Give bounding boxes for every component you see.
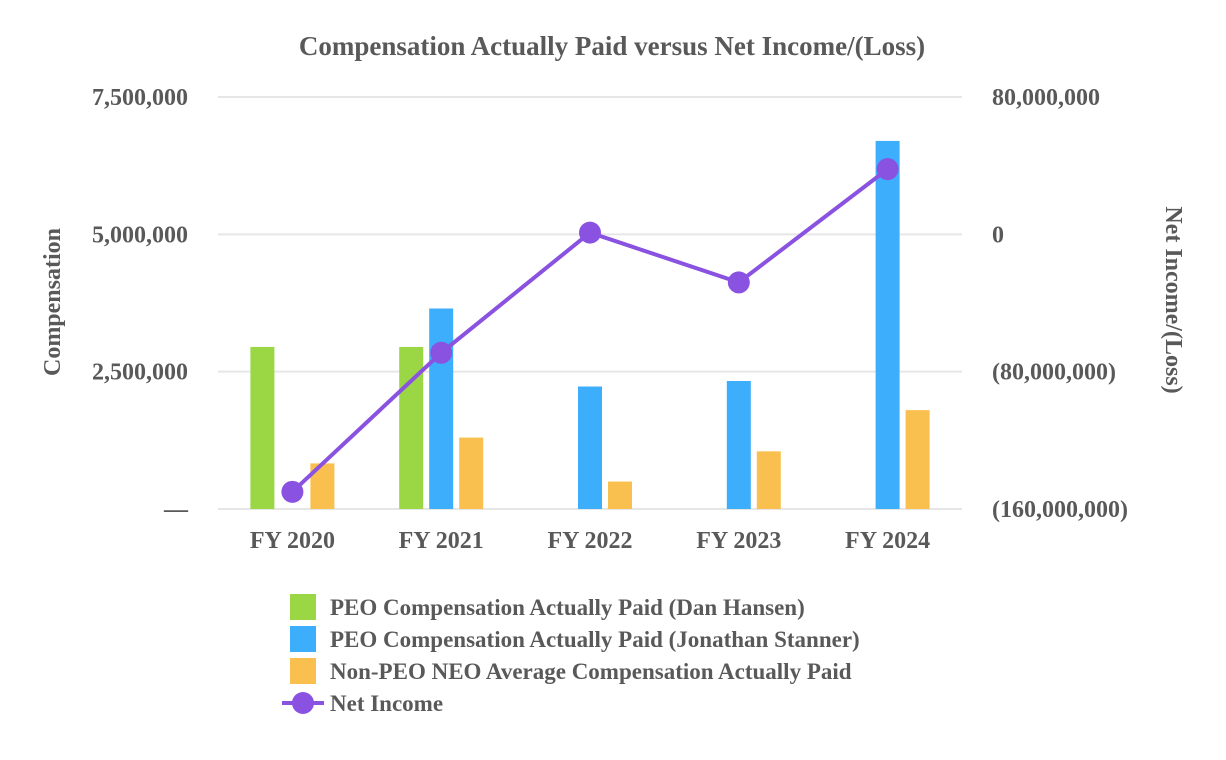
x-tick-label: FY 2023 [696,528,781,554]
bar [726,381,751,509]
chart-title: Compensation Actually Paid versus Net In… [299,31,925,61]
y2-tick-label: 0 [992,222,1004,248]
bar [250,346,275,509]
x-tick-label: FY 2021 [399,528,484,554]
legend: PEO Compensation Actually Paid (Dan Hans… [282,594,860,716]
y2-tick-label: (160,000,000) [992,497,1128,523]
bar [429,308,454,509]
data-point [579,221,601,244]
data-point [727,271,750,294]
legend-marker [292,692,314,714]
legend-label: PEO Compensation Actually Paid (Dan Hans… [330,595,805,620]
data-point [281,480,304,503]
x-tick-label: FY 2024 [845,528,930,554]
y-tick-label: 2,500,000 [92,360,188,386]
legend-label: Non-PEO NEO Average Compensation Actuall… [330,659,852,684]
legend-swatch [290,658,316,684]
data-point [876,158,899,181]
y2-axis-title: Net Income/(Loss) [1160,206,1186,393]
x-tick-label: FY 2022 [547,528,632,554]
bar [905,410,930,509]
y-tick-label: 7,500,000 [92,85,188,111]
bar [756,451,781,509]
y2-tick-label: (80,000,000) [992,360,1116,386]
y2-tick-label: 80,000,000 [992,85,1100,111]
tick-labels: — (160,000,000) 2,500,000 (80,000,000) 5,000… [92,85,1128,554]
legend-label: PEO Compensation Actually Paid (Jonathan… [330,627,860,652]
bar [875,140,900,510]
x-tick-label: FY 2020 [250,528,335,554]
bar [608,481,632,509]
bars [250,140,930,510]
legend-label: Net Income [330,691,443,716]
net-income-line [281,158,899,503]
y-tick-label: 5,000,000 [92,222,188,248]
legend-swatch [290,626,316,652]
y-axis-title: Compensation [40,228,66,376]
data-point [430,341,453,364]
y-tick-label: — [163,497,189,523]
bar [578,386,602,509]
bar [459,437,484,509]
legend-swatch [290,594,316,620]
